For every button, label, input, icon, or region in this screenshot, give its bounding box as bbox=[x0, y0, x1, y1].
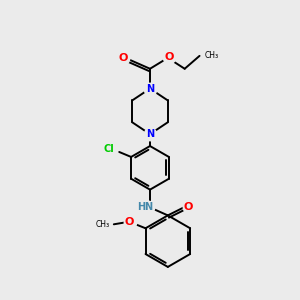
Text: Cl: Cl bbox=[104, 144, 115, 154]
Text: N: N bbox=[144, 202, 152, 212]
Text: O: O bbox=[164, 52, 173, 62]
Text: O: O bbox=[125, 217, 134, 227]
Text: N: N bbox=[146, 129, 154, 139]
Text: N: N bbox=[146, 84, 154, 94]
Text: CH₃: CH₃ bbox=[96, 220, 110, 229]
Text: H: H bbox=[137, 202, 145, 212]
Text: CH₃: CH₃ bbox=[205, 51, 219, 60]
Text: O: O bbox=[118, 53, 128, 63]
Text: O: O bbox=[184, 202, 193, 212]
